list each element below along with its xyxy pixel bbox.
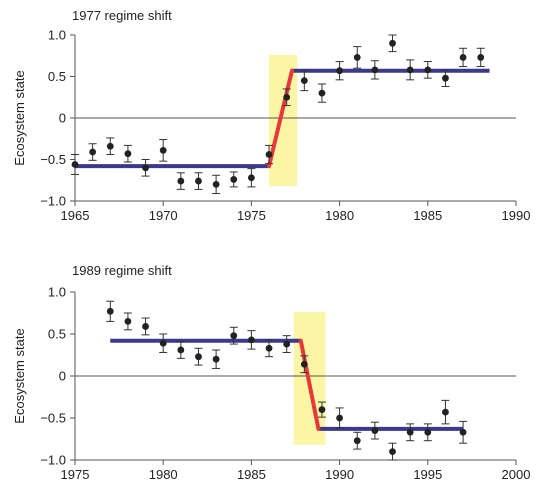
- data-point: [424, 428, 432, 436]
- data-point: [477, 54, 485, 61]
- data-point: [336, 67, 343, 75]
- data-point: [424, 66, 432, 74]
- data-point: [371, 427, 379, 434]
- data-point: [265, 151, 273, 158]
- data-point: [283, 93, 291, 101]
- x-tick-label: 1985: [413, 208, 442, 223]
- chart-title: 1989 regime shift: [72, 263, 172, 278]
- data-point: [177, 177, 185, 185]
- x-tick-label: 1990: [502, 208, 531, 223]
- data-point: [318, 89, 326, 97]
- y-tick-label: 0: [59, 369, 66, 384]
- data-point: [300, 360, 308, 368]
- data-point: [459, 54, 467, 61]
- data-point: [389, 448, 396, 455]
- data-point: [212, 181, 220, 188]
- data-point: [336, 414, 343, 422]
- chart-title: 1977 regime shift: [72, 8, 172, 23]
- data-point: [406, 428, 414, 436]
- data-point: [89, 148, 97, 156]
- data-point: [230, 176, 238, 183]
- data-point: [406, 66, 414, 74]
- data-point: [195, 353, 202, 361]
- data-point: [106, 142, 114, 150]
- y-axis-label: Ecosystem state: [12, 70, 27, 165]
- data-point: [142, 323, 149, 330]
- data-point: [248, 174, 255, 182]
- x-tick-label: 1980: [325, 208, 354, 223]
- chart-panel-1989: 1989 regime shift Ecosystem state 1.0 0.5…: [12, 263, 530, 482]
- data-point: [442, 408, 449, 416]
- y-tick-label: 1.0: [48, 28, 66, 43]
- y-axis-label: Ecosystem state: [12, 328, 27, 423]
- data-point: [195, 177, 202, 185]
- data-point: [230, 332, 238, 340]
- data-point: [371, 66, 379, 74]
- x-tick-label: 2000: [502, 467, 531, 482]
- x-tick-label: 1970: [149, 208, 178, 223]
- y-tick-label: 0.5: [48, 327, 66, 342]
- data-point: [177, 346, 185, 354]
- data-point: [389, 39, 396, 47]
- data-point: [124, 150, 132, 158]
- x-tick-label: 1990: [325, 467, 354, 482]
- data-point: [353, 54, 361, 61]
- x-tick-label: 1985: [237, 467, 266, 482]
- data-point: [142, 164, 149, 172]
- x-tick-label: 1965: [61, 208, 90, 223]
- y-tick-label: −0.5: [40, 411, 66, 426]
- y-tick-label: −1.0: [40, 194, 66, 209]
- x-tick-label: 1980: [149, 467, 178, 482]
- data-point: [265, 344, 273, 352]
- y-tick-label: 1.0: [48, 285, 66, 300]
- data-point: [124, 318, 132, 325]
- data-point: [212, 355, 220, 363]
- y-tick-label: 0.5: [48, 69, 66, 84]
- y-tick-label: −1.0: [40, 453, 66, 468]
- data-point: [283, 340, 291, 348]
- data-point: [71, 161, 79, 168]
- x-tick-label: 1995: [413, 467, 442, 482]
- y-tick-label: −0.5: [40, 152, 66, 167]
- data-point: [318, 406, 326, 413]
- data-point: [248, 336, 255, 344]
- y-tick-label: 0: [59, 111, 66, 126]
- x-tick-label: 1975: [61, 467, 90, 482]
- data-point: [300, 77, 308, 85]
- data-point: [459, 428, 467, 436]
- chart-panel-1977: 1977 regime shift Ecosystem state 1.0 0.5…: [12, 8, 530, 223]
- regime-shift-line: [267, 68, 294, 169]
- data-point: [159, 146, 167, 154]
- x-tick-label: 1975: [237, 208, 266, 223]
- data-point: [353, 437, 361, 445]
- data-point: [106, 307, 114, 315]
- data-point: [159, 339, 167, 347]
- data-point: [442, 74, 449, 82]
